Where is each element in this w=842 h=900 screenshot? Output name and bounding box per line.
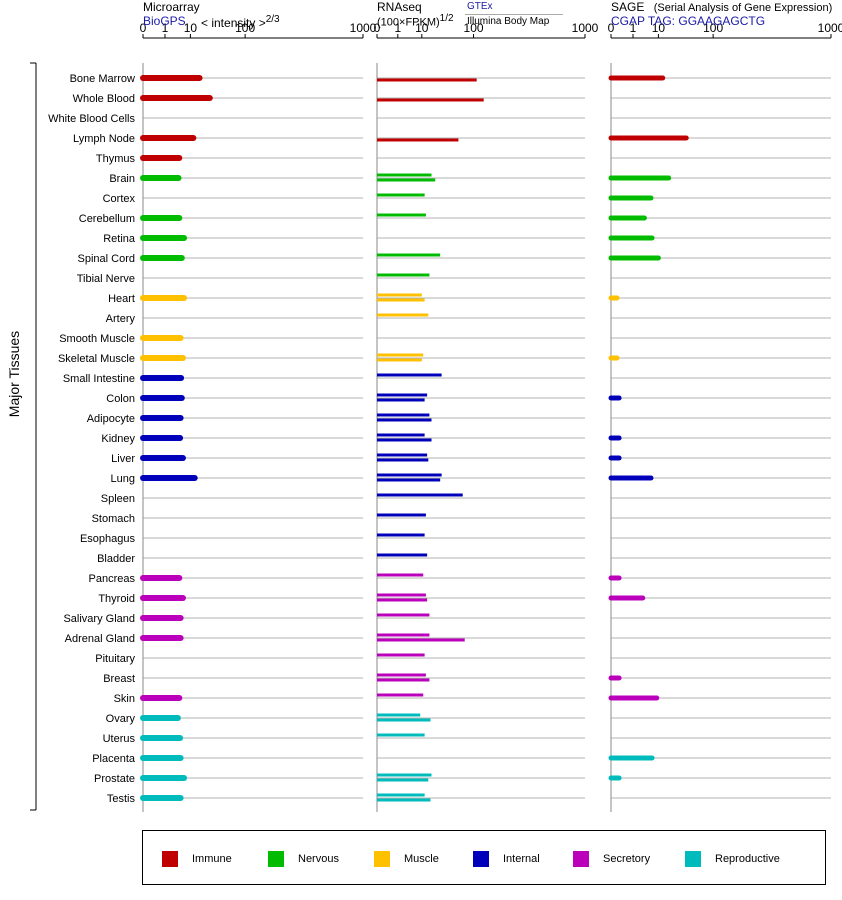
legend-item-muscle: Muscle (374, 851, 439, 867)
rnaseq-tick-label: 1000 (572, 21, 599, 35)
legend-label-reproductive: Reproductive (715, 853, 780, 865)
legend-label-immune: Immune (192, 853, 232, 865)
legend-item-secretory: Secretory (573, 851, 650, 867)
rnaseq-measure-label: (100×FPKM) (377, 16, 440, 29)
legend-item-reproductive: Reproductive (685, 851, 780, 867)
sage-tick-label: 1000 (818, 21, 842, 35)
legend-item-nervous: Nervous (268, 851, 339, 867)
tissue-label: Colon (106, 393, 135, 405)
tissue-label: White Blood Cells (48, 113, 135, 125)
tissue-label: Tibial Nerve (77, 273, 135, 285)
tissue-label: Retina (103, 233, 136, 245)
rnaseq-title: RNAseq (377, 0, 422, 14)
tissue-label: Breast (103, 673, 135, 685)
tissue-label: Lung (111, 473, 135, 485)
microarray-measure-exp: 2/3 (265, 14, 280, 25)
sage-title-label: SAGE (611, 0, 645, 14)
sage-tick-label: 0 (608, 21, 615, 35)
sage-title-note: (Serial Analysis of Gene Expression) (653, 2, 833, 14)
y-axis-label: Major Tissues (6, 330, 22, 418)
legend-label-internal: Internal (503, 853, 540, 865)
legend: Immune Nervous Muscle Internal Secretory… (142, 830, 826, 885)
legend-swatch-immune (162, 851, 178, 867)
tissue-label: Heart (108, 293, 135, 305)
legend-item-internal: Internal (473, 851, 540, 867)
rnaseq-measure-exp: 1/2 (439, 13, 454, 24)
legend-swatch-muscle (374, 851, 390, 867)
tissue-label: Spleen (101, 493, 135, 505)
legend-swatch-internal (473, 851, 489, 867)
tissue-label: Whole Blood (73, 93, 135, 105)
legend-swatch-reproductive (685, 851, 701, 867)
tissue-label: Ovary (106, 713, 136, 725)
microarray-title: Microarray (143, 0, 200, 14)
tissue-label: Thymus (96, 153, 136, 165)
tissue-label: Placenta (92, 753, 136, 765)
tissue-label: Smooth Muscle (59, 333, 135, 345)
legend-item-immune: Immune (162, 851, 232, 867)
rnaseq-tick-label: 0 (374, 21, 381, 35)
legend-swatch-nervous (268, 851, 284, 867)
tissue-label: Pituitary (95, 653, 135, 665)
sage-tick-label: 10 (652, 21, 666, 35)
microarray-tick-label: 10 (184, 21, 198, 35)
tissue-label: Uterus (103, 733, 136, 745)
tissue-label: Small Intestine (63, 373, 135, 385)
tissue-label: Stomach (92, 513, 135, 525)
illumina-label: Illumina Body Map (467, 16, 550, 27)
tissue-label: Cortex (103, 193, 136, 205)
microarray-source: BioGPS (143, 14, 186, 28)
gtex-separator (465, 14, 563, 15)
microarray-measure-label: < intensity > (201, 16, 266, 30)
legend-label-secretory: Secretory (603, 853, 651, 865)
tissue-label: Prostate (94, 773, 135, 785)
tissue-label: Esophagus (80, 533, 136, 545)
rnaseq-measure: (100×FPKM)1/2 (377, 13, 454, 29)
tissue-label: Spinal Cord (78, 253, 135, 265)
tissue-label: Skin (114, 693, 135, 705)
microarray-tick-label: 0 (140, 21, 147, 35)
tissue-label: Artery (106, 313, 136, 325)
legend-label-nervous: Nervous (298, 853, 339, 865)
sage-title: SAGE (Serial Analysis of Gene Expression… (611, 0, 832, 14)
sage-tick-label: 100 (703, 21, 723, 35)
tissue-label: Adrenal Gland (65, 633, 135, 645)
legend-label-muscle: Muscle (404, 853, 439, 865)
tissue-label: Pancreas (89, 573, 136, 585)
rnaseq-tick-label: 100 (464, 21, 484, 35)
tissue-label: Salivary Gland (63, 613, 135, 625)
tissue-label: Skeletal Muscle (58, 353, 135, 365)
tissue-label: Thyroid (98, 593, 135, 605)
microarray-tick-label: 100 (235, 21, 255, 35)
microarray-measure: < intensity >2/3 (201, 14, 280, 30)
tissue-label: Brain (109, 173, 135, 185)
tissue-label: Adipocyte (87, 413, 135, 425)
microarray-tick-label: 1 (162, 21, 169, 35)
legend-swatch-secretory (573, 851, 589, 867)
rnaseq-tick-label: 1 (394, 21, 401, 35)
microarray-tick-label: 1000 (350, 21, 377, 35)
gtex-label: GTEx (467, 1, 493, 12)
sage-tick-label: 1 (630, 21, 637, 35)
tissue-label: Kidney (101, 433, 135, 445)
sage-tag: CGAP TAG: GGAAGAGCTG (611, 14, 766, 28)
tissue-label: Testis (107, 793, 136, 805)
tissue-label: Liver (111, 453, 135, 465)
tissue-label: Bladder (97, 553, 135, 565)
tissue-label: Bone Marrow (70, 73, 135, 85)
tissue-label: Lymph Node (73, 133, 135, 145)
rnaseq-tick-label: 10 (415, 21, 429, 35)
tissue-label: Cerebellum (79, 213, 135, 225)
